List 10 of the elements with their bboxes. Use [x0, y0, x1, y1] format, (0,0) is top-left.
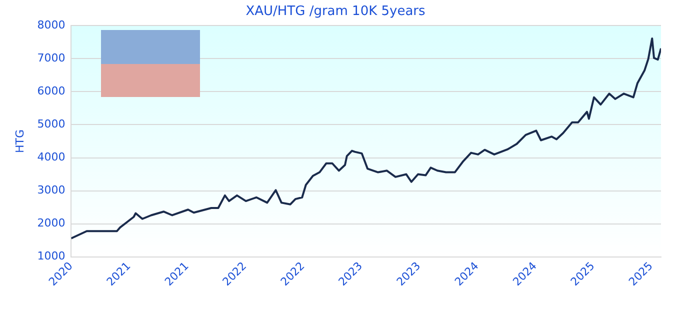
y-tick-label: 3000 — [37, 184, 66, 197]
y-tick-label: 5000 — [37, 118, 66, 131]
y-tick-label: 1000 — [37, 250, 66, 263]
y-axis-title: HTG — [13, 129, 26, 153]
y-tick-label: 6000 — [37, 84, 66, 98]
y-tick-label: 2000 — [37, 216, 66, 230]
chart-title: XAU/HTG /gram 10K 5years — [246, 4, 426, 20]
y-tick-label: 4000 — [37, 150, 66, 164]
y-tick-label: 8000 — [37, 18, 66, 32]
y-tick-label: 7000 — [37, 52, 66, 64]
